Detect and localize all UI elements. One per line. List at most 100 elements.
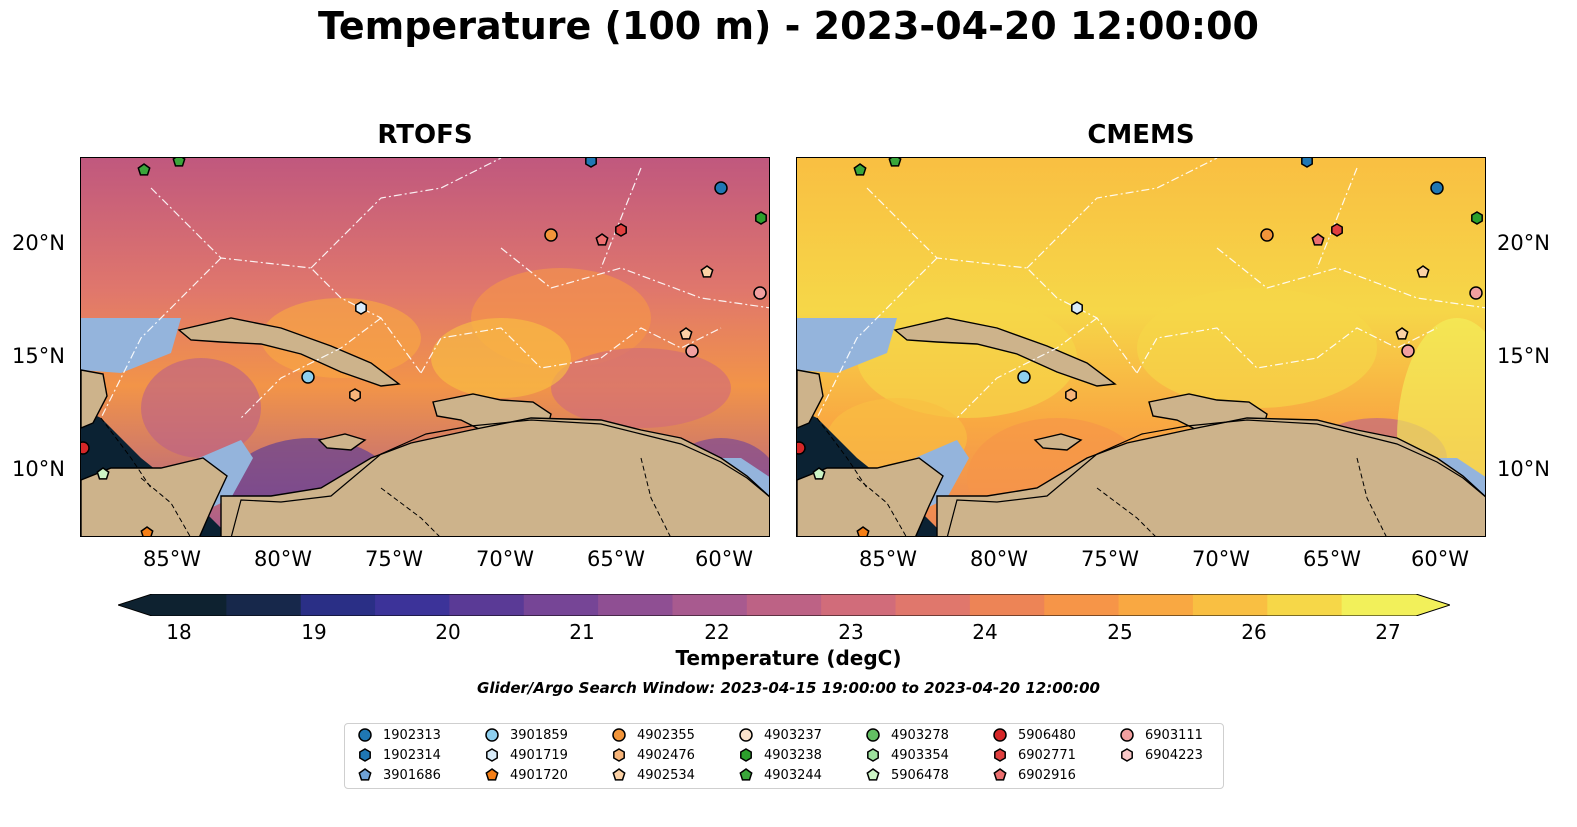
colorbar-tick: 20: [435, 620, 461, 644]
legend-item: 4903354: [865, 746, 949, 764]
cuba-landmass: [893, 317, 1117, 387]
x-tick-label: 60°W: [695, 547, 753, 571]
eez-boundary: [816, 257, 938, 419]
honduras-landmass: [81, 457, 228, 536]
x-tick-label: 85°W: [859, 547, 917, 571]
eez-boundary: [150, 187, 422, 374]
legend-marker: [612, 728, 626, 742]
y-tick-label: 20°N: [12, 231, 65, 255]
legend-label: 4903244: [764, 767, 822, 783]
hexagon-marker-icon: [867, 748, 879, 762]
eez-boundary: [1316, 167, 1358, 269]
circle-marker-icon: [485, 728, 499, 742]
float-4902534-marker: [679, 327, 693, 340]
eez-boundary: [310, 158, 502, 269]
panel-title-rtofs: RTOFS: [377, 120, 473, 150]
float-6903111-marker: [685, 344, 699, 358]
colorbar-label: Temperature (degC): [675, 646, 902, 670]
float-4902534-marker: [1416, 265, 1430, 278]
float-4901719-marker: [1071, 301, 1083, 315]
country-border: [856, 477, 907, 536]
hexagon-marker-icon: [486, 748, 498, 762]
float-6902916-marker: [595, 233, 609, 246]
coastline: [230, 419, 769, 536]
legend-marker: [358, 728, 372, 742]
y-tick-label: 10°N: [1497, 457, 1550, 481]
circle-marker-icon: [1120, 728, 1134, 742]
x-tick-label: 65°W: [587, 547, 645, 571]
legend-item: 6902771: [992, 746, 1076, 764]
colorbar-segment: [300, 594, 376, 616]
legend-marker: [993, 768, 1007, 781]
hexagon-marker-icon: [740, 748, 752, 762]
legend-item: 1902313: [357, 726, 441, 744]
legend-label: 6902916: [1018, 767, 1076, 783]
legend-item: 6904223: [1119, 746, 1203, 764]
circle-marker-icon: [866, 728, 880, 742]
temperature-anomaly: [1137, 288, 1377, 408]
eez-boundary: [600, 167, 642, 269]
x-tick-label: 85°W: [143, 547, 201, 571]
temperature-colorbar: [118, 594, 1450, 616]
colorbar-high-extend: [1416, 594, 1450, 616]
legend-label: 6904223: [1145, 747, 1203, 763]
float-4903244-marker: [853, 163, 867, 176]
legend-label: 4903278: [891, 727, 949, 743]
legend-item: 4903237: [738, 726, 822, 744]
legend-label: 4902534: [637, 767, 695, 783]
legend-item: 6903111: [1119, 726, 1203, 744]
eez-boundary: [1026, 158, 1218, 269]
legend-item: 5906478: [865, 766, 949, 784]
shelf-water: [797, 318, 897, 373]
colorbar-segment: [969, 594, 1045, 616]
legend-marker: [485, 768, 499, 781]
eez-boundary: [500, 247, 769, 309]
float-1902313-marker: [1430, 181, 1444, 195]
legend-label: 4901719: [510, 747, 568, 763]
eez-boundary: [1136, 327, 1318, 374]
colorbar-segment: [746, 594, 822, 616]
legend-marker: [486, 748, 498, 762]
eez-boundary: [866, 187, 1138, 374]
colorbar-segment: [1341, 594, 1417, 616]
legend-label: 6902771: [1018, 747, 1076, 763]
x-tick-label: 70°W: [1192, 547, 1250, 571]
legend-marker: [1121, 748, 1133, 762]
legend-label: 1902314: [383, 747, 441, 763]
colorbar-segment: [1267, 594, 1343, 616]
cuba-landmass: [177, 317, 401, 387]
jamaica-landmass: [1033, 433, 1083, 451]
legend-label: 5906480: [1018, 727, 1076, 743]
rtofs-map: [80, 157, 770, 537]
legend-label: 4903354: [891, 747, 949, 763]
colorbar-tick: 21: [569, 620, 595, 644]
float-4901720-marker: [140, 526, 154, 536]
float-5906480-marker: [797, 441, 806, 455]
country-border: [816, 417, 868, 489]
legend-item: 4901719: [484, 746, 568, 764]
colorbar-segment: [1192, 594, 1268, 616]
search-window-subtitle: Glider/Argo Search Window: 2023-04-15 19…: [477, 679, 1100, 697]
float-4901720-marker: [856, 526, 870, 536]
pentagon-marker-icon: [485, 768, 499, 781]
eez-boundary: [240, 317, 382, 419]
eez-boundary: [1316, 327, 1438, 359]
legend-label: 4903238: [764, 747, 822, 763]
temperature-anomaly: [551, 348, 731, 428]
float-5906478-marker: [812, 467, 826, 480]
colorbar-segment: [226, 594, 302, 616]
float-4903238-marker: [755, 211, 767, 225]
colorbar-segment: [672, 594, 748, 616]
country-border: [100, 417, 152, 489]
temperature-anomaly: [141, 358, 261, 458]
colorbar-tick: 24: [972, 620, 998, 644]
float-1902314-marker: [585, 158, 597, 168]
circle-marker-icon: [612, 728, 626, 742]
circle-marker-icon: [739, 728, 753, 742]
x-tick-label: 65°W: [1303, 547, 1361, 571]
colorbar-tick: 19: [301, 620, 327, 644]
legend-label: 3901859: [510, 727, 568, 743]
hexagon-marker-icon: [1121, 748, 1133, 762]
legend-item: 4903238: [738, 746, 822, 764]
pentagon-marker-icon: [739, 768, 753, 781]
